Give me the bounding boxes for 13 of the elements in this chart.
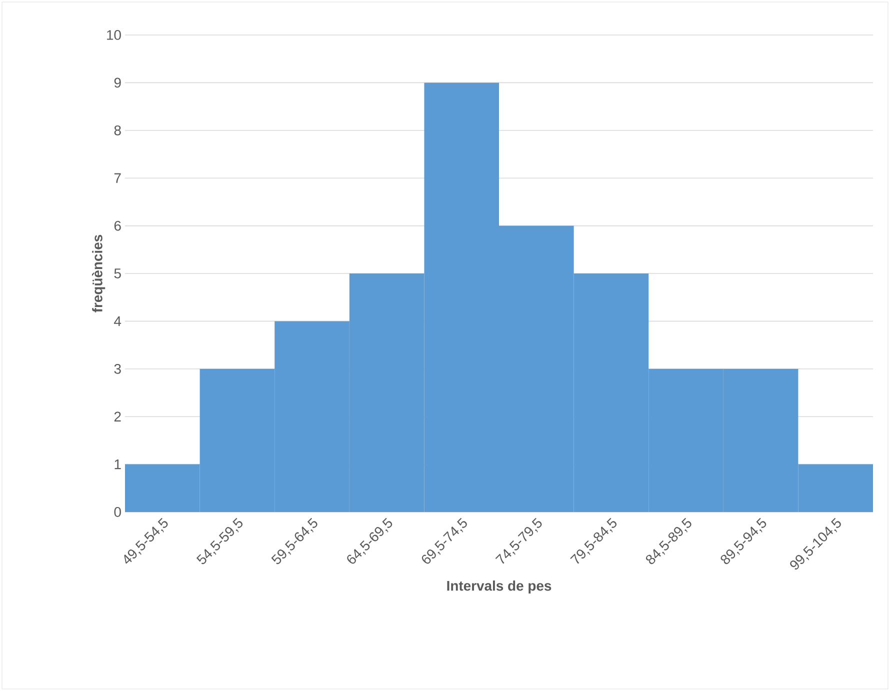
y-tick-label: 5 [114, 268, 121, 278]
y-tick-label: 7 [114, 173, 121, 183]
y-tick-label: 4 [114, 316, 122, 326]
x-axis-title: Intervals de pes [447, 580, 552, 594]
y-tick-label: 3 [114, 364, 121, 374]
y-tick-label: 9 [114, 78, 121, 88]
y-axis-title: freqüències [92, 234, 106, 312]
y-tick-label: 6 [114, 220, 121, 231]
y-tick-label: 8 [114, 125, 121, 136]
y-tick-label: 2 [114, 412, 121, 422]
y-tick-label: 0 [114, 507, 121, 517]
y-tick-label: 1 [114, 460, 121, 470]
y-tick-label: 10 [107, 30, 121, 40]
